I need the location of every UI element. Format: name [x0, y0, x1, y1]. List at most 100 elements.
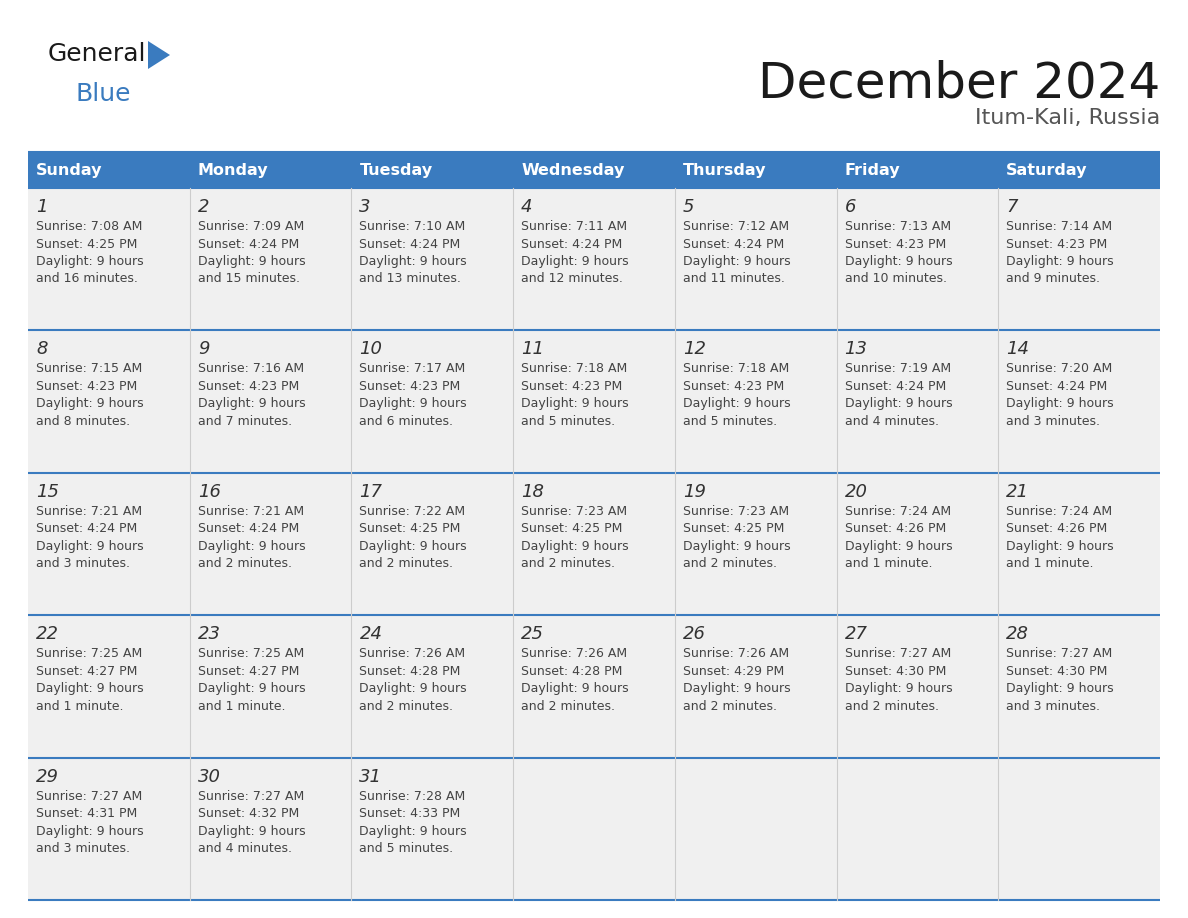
Text: Sunset: 4:33 PM: Sunset: 4:33 PM: [360, 807, 461, 820]
Text: Sunrise: 7:27 AM: Sunrise: 7:27 AM: [36, 789, 143, 802]
Text: and 3 minutes.: and 3 minutes.: [1006, 415, 1100, 428]
Text: and 16 minutes.: and 16 minutes.: [36, 273, 138, 285]
Text: and 12 minutes.: and 12 minutes.: [522, 273, 623, 285]
Text: Sunrise: 7:26 AM: Sunrise: 7:26 AM: [683, 647, 789, 660]
Text: 26: 26: [683, 625, 706, 644]
Text: Friday: Friday: [845, 162, 901, 177]
Text: Sunset: 4:23 PM: Sunset: 4:23 PM: [845, 238, 946, 251]
Text: Sunrise: 7:19 AM: Sunrise: 7:19 AM: [845, 363, 950, 375]
Text: Sunrise: 7:24 AM: Sunrise: 7:24 AM: [845, 505, 950, 518]
Polygon shape: [148, 41, 170, 69]
Bar: [29, 615, 1159, 757]
Text: 5: 5: [683, 198, 694, 216]
Text: and 4 minutes.: and 4 minutes.: [197, 842, 292, 855]
Text: Sunrise: 7:18 AM: Sunrise: 7:18 AM: [683, 363, 789, 375]
Text: Sunset: 4:24 PM: Sunset: 4:24 PM: [1006, 380, 1107, 393]
Text: Sunset: 4:27 PM: Sunset: 4:27 PM: [36, 665, 138, 677]
Text: Sunrise: 7:27 AM: Sunrise: 7:27 AM: [1006, 647, 1112, 660]
Text: Daylight: 9 hours: Daylight: 9 hours: [197, 397, 305, 410]
Text: Daylight: 9 hours: Daylight: 9 hours: [360, 255, 467, 268]
Bar: [29, 330, 1159, 473]
Text: 6: 6: [845, 198, 857, 216]
Text: Sunrise: 7:09 AM: Sunrise: 7:09 AM: [197, 220, 304, 233]
Text: Daylight: 9 hours: Daylight: 9 hours: [1006, 255, 1114, 268]
Text: 14: 14: [1006, 341, 1029, 358]
Text: Sunset: 4:25 PM: Sunset: 4:25 PM: [360, 522, 461, 535]
Text: Sunset: 4:24 PM: Sunset: 4:24 PM: [522, 238, 623, 251]
Text: Daylight: 9 hours: Daylight: 9 hours: [522, 255, 628, 268]
Text: 13: 13: [845, 341, 867, 358]
Text: Sunrise: 7:17 AM: Sunrise: 7:17 AM: [360, 363, 466, 375]
Text: Wednesday: Wednesday: [522, 162, 625, 177]
Text: 29: 29: [36, 767, 59, 786]
Text: Sunset: 4:23 PM: Sunset: 4:23 PM: [36, 380, 138, 393]
Text: 1: 1: [36, 198, 48, 216]
Text: and 5 minutes.: and 5 minutes.: [360, 842, 454, 855]
Text: Sunday: Sunday: [36, 162, 102, 177]
Bar: [29, 757, 1159, 900]
Text: Sunrise: 7:28 AM: Sunrise: 7:28 AM: [360, 789, 466, 802]
Text: Daylight: 9 hours: Daylight: 9 hours: [845, 682, 953, 695]
Text: and 1 minute.: and 1 minute.: [197, 700, 285, 712]
Text: Sunrise: 7:22 AM: Sunrise: 7:22 AM: [360, 505, 466, 518]
Text: Daylight: 9 hours: Daylight: 9 hours: [36, 255, 144, 268]
Text: Sunrise: 7:23 AM: Sunrise: 7:23 AM: [522, 505, 627, 518]
Text: Daylight: 9 hours: Daylight: 9 hours: [197, 540, 305, 553]
Text: and 6 minutes.: and 6 minutes.: [360, 415, 454, 428]
Text: Sunset: 4:25 PM: Sunset: 4:25 PM: [522, 522, 623, 535]
Text: Sunset: 4:24 PM: Sunset: 4:24 PM: [197, 238, 299, 251]
Text: Daylight: 9 hours: Daylight: 9 hours: [522, 397, 628, 410]
Text: Daylight: 9 hours: Daylight: 9 hours: [36, 540, 144, 553]
Bar: [29, 473, 1159, 615]
Text: Sunrise: 7:12 AM: Sunrise: 7:12 AM: [683, 220, 789, 233]
Text: and 2 minutes.: and 2 minutes.: [522, 700, 615, 712]
Text: Daylight: 9 hours: Daylight: 9 hours: [522, 540, 628, 553]
Text: Sunrise: 7:24 AM: Sunrise: 7:24 AM: [1006, 505, 1112, 518]
Text: Daylight: 9 hours: Daylight: 9 hours: [36, 682, 144, 695]
Text: Daylight: 9 hours: Daylight: 9 hours: [197, 255, 305, 268]
Text: Sunset: 4:32 PM: Sunset: 4:32 PM: [197, 807, 299, 820]
Text: Sunset: 4:24 PM: Sunset: 4:24 PM: [683, 238, 784, 251]
Text: Daylight: 9 hours: Daylight: 9 hours: [683, 682, 790, 695]
Text: Sunrise: 7:16 AM: Sunrise: 7:16 AM: [197, 363, 304, 375]
Text: General: General: [48, 42, 146, 66]
Text: and 1 minute.: and 1 minute.: [845, 557, 933, 570]
Text: Saturday: Saturday: [1006, 162, 1088, 177]
Text: Blue: Blue: [76, 82, 132, 106]
Text: and 11 minutes.: and 11 minutes.: [683, 273, 785, 285]
Text: Sunrise: 7:23 AM: Sunrise: 7:23 AM: [683, 505, 789, 518]
Text: Sunrise: 7:26 AM: Sunrise: 7:26 AM: [522, 647, 627, 660]
Text: Daylight: 9 hours: Daylight: 9 hours: [1006, 540, 1114, 553]
Text: Daylight: 9 hours: Daylight: 9 hours: [1006, 397, 1114, 410]
Text: and 3 minutes.: and 3 minutes.: [36, 842, 129, 855]
Text: Daylight: 9 hours: Daylight: 9 hours: [360, 682, 467, 695]
Text: Sunrise: 7:25 AM: Sunrise: 7:25 AM: [36, 647, 143, 660]
Text: 28: 28: [1006, 625, 1029, 644]
Text: Sunset: 4:24 PM: Sunset: 4:24 PM: [197, 522, 299, 535]
Text: Daylight: 9 hours: Daylight: 9 hours: [1006, 682, 1114, 695]
Text: Sunset: 4:28 PM: Sunset: 4:28 PM: [360, 665, 461, 677]
Text: 19: 19: [683, 483, 706, 501]
Text: Daylight: 9 hours: Daylight: 9 hours: [683, 255, 790, 268]
Text: Daylight: 9 hours: Daylight: 9 hours: [360, 540, 467, 553]
Text: Sunset: 4:31 PM: Sunset: 4:31 PM: [36, 807, 138, 820]
Text: Daylight: 9 hours: Daylight: 9 hours: [36, 824, 144, 837]
Text: 16: 16: [197, 483, 221, 501]
Text: 23: 23: [197, 625, 221, 644]
Text: 24: 24: [360, 625, 383, 644]
Text: Sunset: 4:24 PM: Sunset: 4:24 PM: [360, 238, 461, 251]
Text: and 2 minutes.: and 2 minutes.: [360, 700, 454, 712]
Text: 18: 18: [522, 483, 544, 501]
Text: Daylight: 9 hours: Daylight: 9 hours: [683, 540, 790, 553]
Text: 17: 17: [360, 483, 383, 501]
Text: Sunset: 4:28 PM: Sunset: 4:28 PM: [522, 665, 623, 677]
Text: 25: 25: [522, 625, 544, 644]
Text: Sunset: 4:30 PM: Sunset: 4:30 PM: [1006, 665, 1107, 677]
Text: Sunset: 4:23 PM: Sunset: 4:23 PM: [197, 380, 299, 393]
Text: Sunset: 4:24 PM: Sunset: 4:24 PM: [36, 522, 138, 535]
Text: 30: 30: [197, 767, 221, 786]
Text: and 1 minute.: and 1 minute.: [1006, 557, 1094, 570]
Text: Sunrise: 7:26 AM: Sunrise: 7:26 AM: [360, 647, 466, 660]
Text: Sunset: 4:27 PM: Sunset: 4:27 PM: [197, 665, 299, 677]
Text: Itum-Kali, Russia: Itum-Kali, Russia: [974, 108, 1159, 128]
